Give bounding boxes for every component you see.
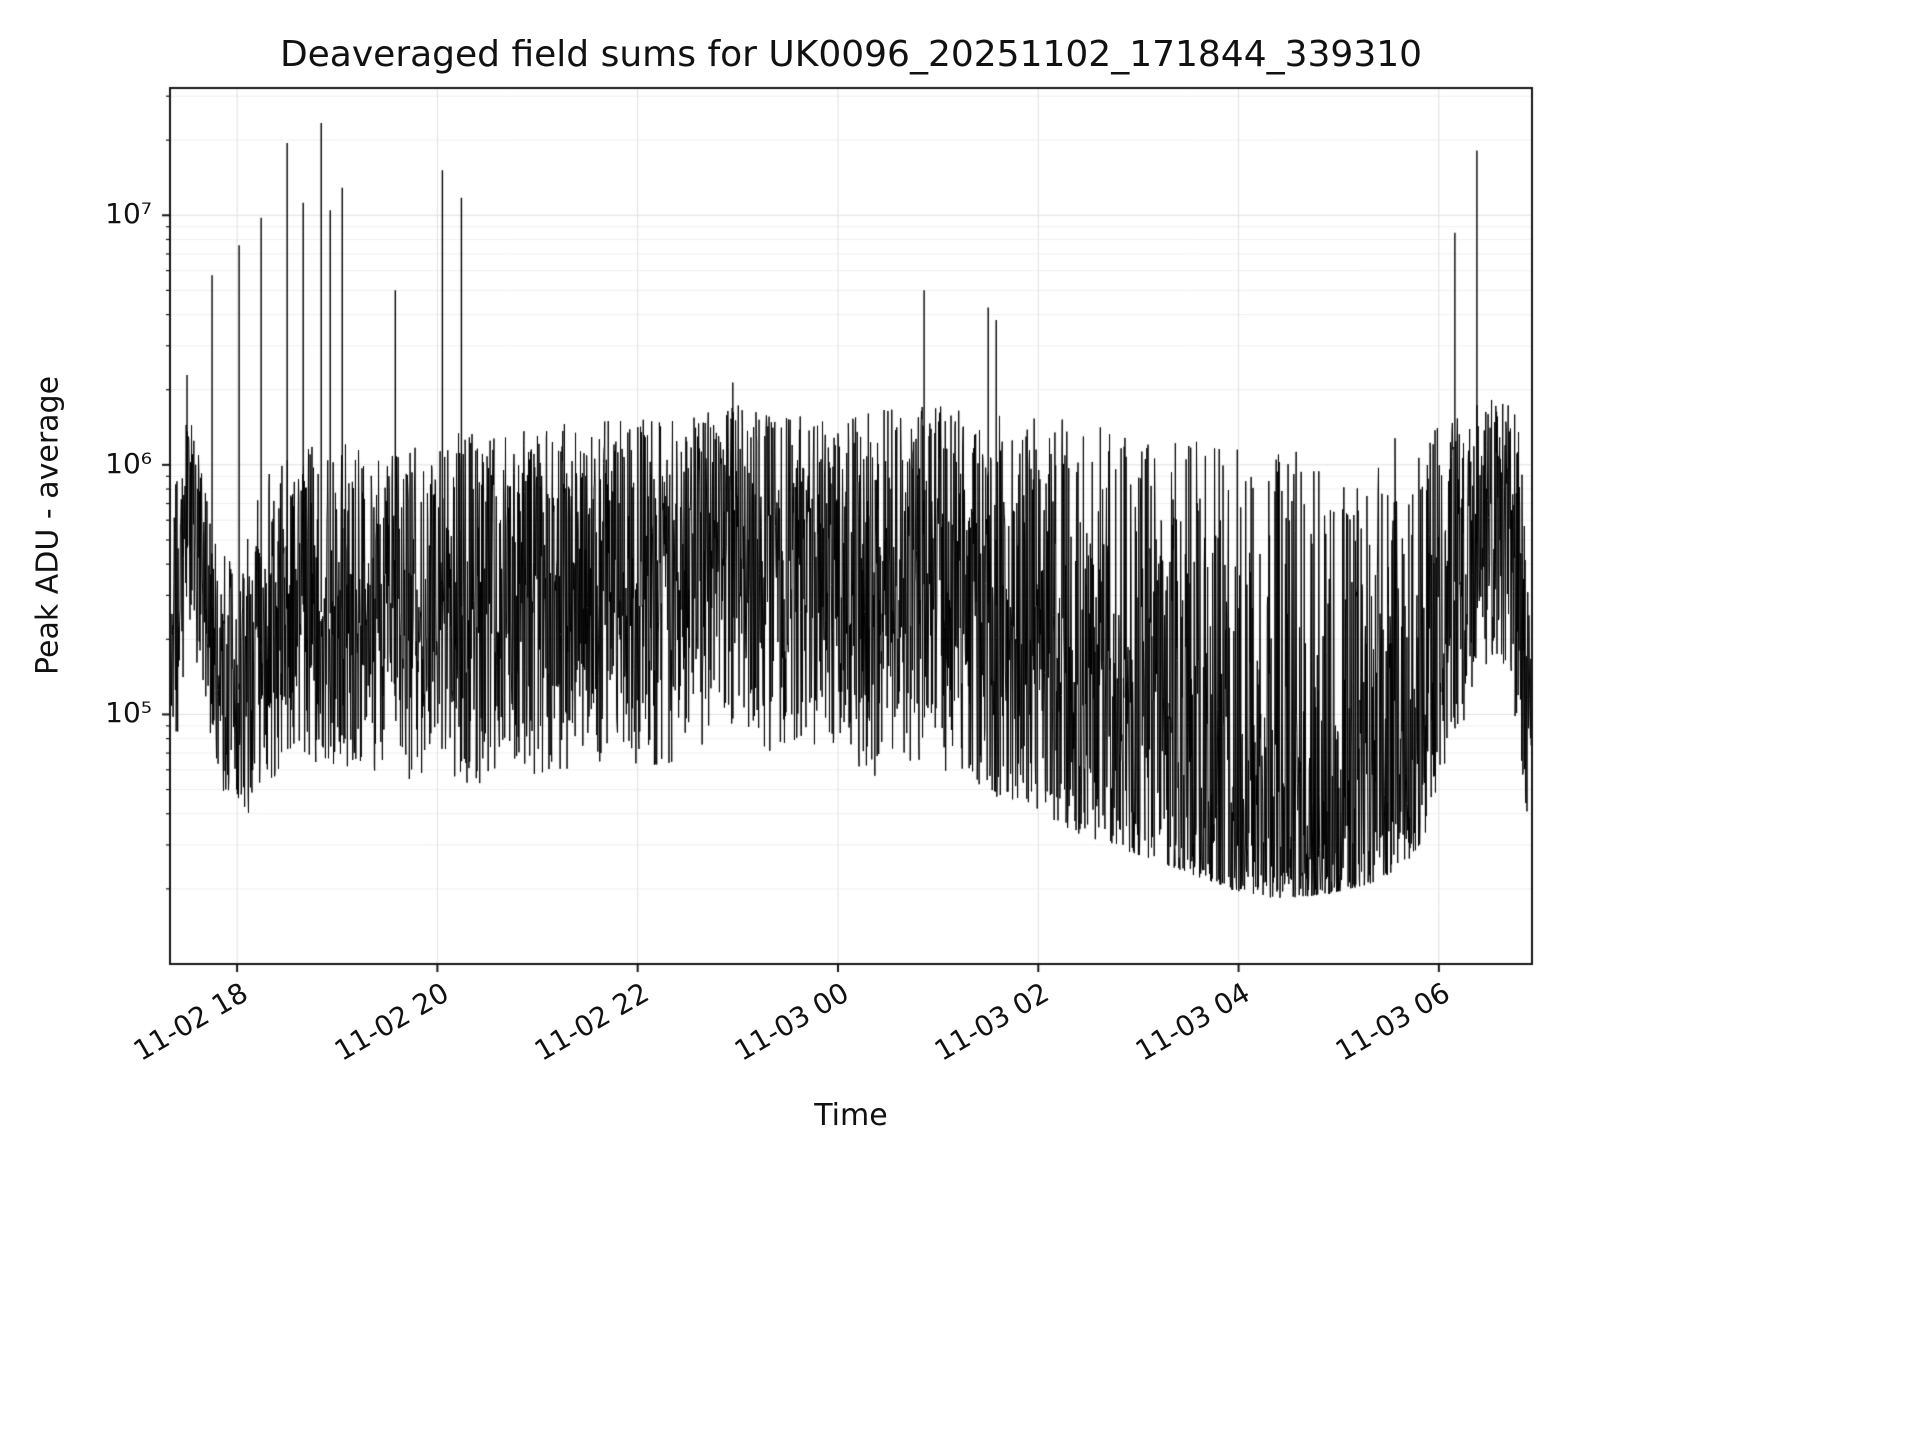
y-tick-label: 10⁵: [105, 696, 152, 730]
x-axis-label: Time: [814, 1098, 888, 1133]
plot-canvas: [156, 74, 1546, 978]
chart-title: Deaveraged field sums for UK0096_2025110…: [279, 34, 1423, 75]
y-axis-label: Peak ADU - average: [30, 375, 66, 676]
y-tick-label: 10⁷: [105, 197, 152, 231]
y-tick-label: 10⁶: [105, 446, 152, 480]
plot-area: [170, 88, 1532, 964]
